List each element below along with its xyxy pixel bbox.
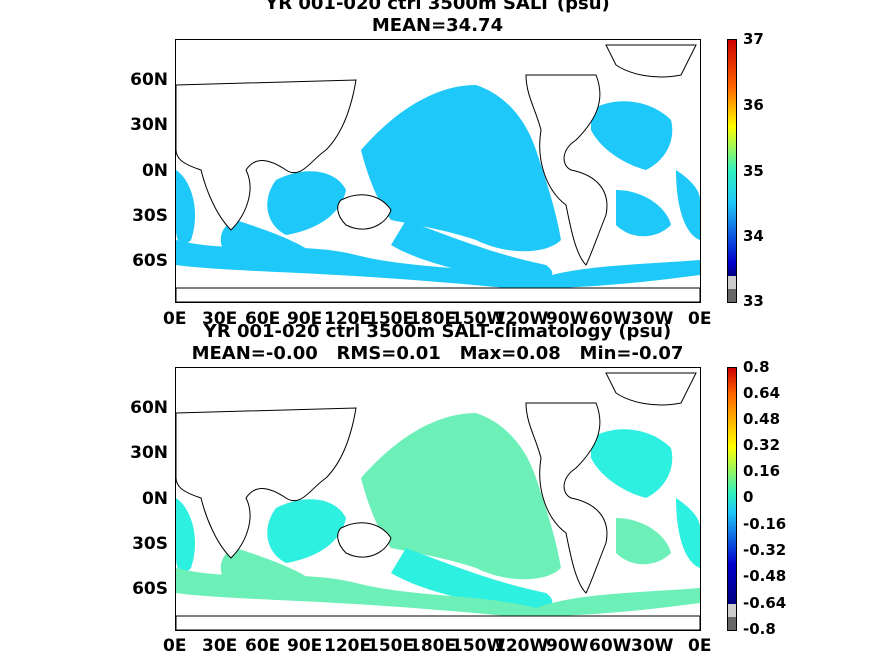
panel1-cb-tick-34: 34 — [743, 227, 764, 245]
panel1-lat-60n: 60N — [130, 70, 168, 90]
panel2-lon-180e: 180E — [409, 636, 457, 656]
panel2-lon-30e: 30E — [202, 636, 238, 656]
panel1-colorbar — [727, 39, 737, 303]
panel1-cb-tick-37: 37 — [743, 30, 764, 48]
panel1-cb-tick-36: 36 — [743, 96, 764, 114]
panel1-lon-180e: 180E — [409, 309, 457, 329]
panel2-lat-30n: 30N — [130, 443, 168, 463]
panel2-lon-90e: 90E — [287, 636, 323, 656]
panel1-title-line2: MEAN=34.74 — [371, 15, 504, 36]
panel2-lat-60n: 60N — [130, 398, 168, 418]
panel1-lon-120e: 120E — [324, 309, 372, 329]
panel1-lat-30s: 30S — [132, 206, 168, 226]
panel2-lon-120w: 120W — [494, 636, 549, 656]
panel2-land — [176, 372, 700, 630]
panel1-map-svg — [176, 44, 700, 302]
panel1-lon-30e: 30E — [202, 309, 238, 329]
panel1-ocean-fields — [176, 85, 700, 289]
panel2-cb-tick-10: -0.8 — [743, 620, 776, 638]
panel2-cb-tick-5: 0 — [743, 488, 754, 506]
panel2-cb-tick-9: -0.64 — [743, 594, 787, 612]
panel1-lon-150e: 150E — [367, 309, 415, 329]
panel2-map-svg — [176, 372, 700, 630]
panel1-title-line1: YR 001-020 ctrl 3500m SALT (psu) — [265, 0, 610, 14]
panel2-lon-60e: 60E — [245, 636, 281, 656]
panel2-cb-tick-0: 0.8 — [743, 358, 770, 376]
panel1-lon-150w: 150W — [451, 309, 506, 329]
panel2-cb-tick-1: 0.64 — [743, 384, 781, 402]
panel2-cb-tick-7: -0.32 — [743, 541, 787, 559]
panel2-title-line2: MEAN=-0.00 RMS=0.01 Max=0.08 Min=-0.07 — [191, 343, 684, 364]
panel1-lon-60w: 60W — [589, 309, 632, 329]
panel2-lat-60s: 60S — [132, 579, 168, 599]
panel2-lon-30w: 30W — [631, 636, 674, 656]
panel2-lon-150e: 150E — [367, 636, 415, 656]
panel1-lon-30w: 30W — [631, 309, 674, 329]
panel2-lon-60w: 60W — [589, 636, 632, 656]
panel2-lon-0e-end: 0E — [688, 636, 712, 656]
panel1-cb-tick-33: 33 — [743, 292, 764, 310]
panel2-lon-90w: 90W — [546, 636, 589, 656]
panel2-lat-30s: 30S — [132, 534, 168, 554]
panel2-map — [175, 367, 701, 631]
panel1-lat-30n: 30N — [130, 115, 168, 135]
panel1-lon-60e: 60E — [245, 309, 281, 329]
panel2-lon-0e: 0E — [163, 636, 187, 656]
panel2-ocean-fields — [176, 413, 700, 617]
panel2-cb-tick-2: 0.48 — [743, 410, 781, 428]
panel1-cb-tick-35: 35 — [743, 162, 764, 180]
panel1-lat-0n: 0N — [141, 161, 168, 181]
panel2-lon-150w: 150W — [451, 636, 506, 656]
panel1-lat-60s: 60S — [132, 251, 168, 271]
panel2-lon-120e: 120E — [324, 636, 372, 656]
panel1-lon-90w: 90W — [546, 309, 589, 329]
panel2-colorbar — [727, 367, 737, 631]
panel2-title-line1: YR 001-020 ctrl 3500m SALT-climatology (… — [203, 321, 672, 342]
panel1-map — [175, 39, 701, 303]
panel2-cb-tick-3: 0.32 — [743, 436, 781, 454]
panel1-land — [176, 44, 700, 302]
panel2-cb-tick-6: -0.16 — [743, 515, 787, 533]
panel1-lon-120w: 120W — [494, 309, 549, 329]
panel2-cb-tick-4: 0.16 — [743, 462, 781, 480]
panel1-lon-0e: 0E — [163, 309, 187, 329]
panel2-lat-0n: 0N — [141, 489, 168, 509]
panel2-cb-tick-8: -0.48 — [743, 567, 787, 585]
panel1-lon-0e-end: 0E — [688, 309, 712, 329]
panel1-lon-90e: 90E — [287, 309, 323, 329]
